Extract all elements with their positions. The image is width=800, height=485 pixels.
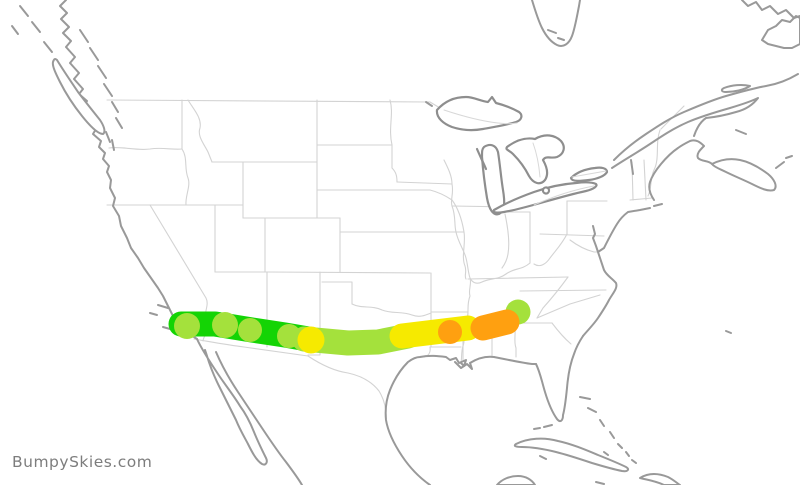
lake-champlain — [630, 159, 634, 175]
coast-gulf-texas-mexico — [384, 354, 467, 485]
border-id-mt — [187, 99, 213, 163]
newfoundland — [761, 15, 800, 49]
coast-baja — [196, 338, 268, 466]
state-borders — [106, 99, 685, 421]
border-wi-west — [443, 159, 454, 207]
border-us-canada-49th — [106, 99, 431, 103]
james-bay-islands — [547, 29, 565, 41]
border-mo-west — [462, 231, 467, 280]
turbulence-route — [168, 299, 531, 356]
border-us-mexico-west — [193, 338, 309, 357]
prince-edward-island — [735, 129, 747, 135]
st-lawrence-north-shore — [613, 73, 799, 161]
border-va-nc — [519, 289, 607, 292]
border-potomac — [569, 239, 599, 253]
lake-michigan — [480, 143, 506, 216]
jamaica — [595, 481, 605, 485]
yucatan-hint — [496, 475, 536, 485]
border-ok-panhandle — [321, 281, 353, 305]
isle-of-youth — [539, 455, 547, 460]
border-wa-or — [108, 147, 183, 150]
route-marker-light_green — [277, 324, 301, 348]
route-marker-orange — [438, 320, 462, 344]
coast-atlantic — [582, 139, 713, 337]
labrador-coast — [741, 0, 800, 19]
puget-sound — [105, 131, 115, 151]
borders-through-lakes — [443, 109, 607, 206]
lake-erie — [492, 181, 598, 214]
lake-superior — [435, 95, 523, 132]
nova-scotia — [711, 158, 777, 192]
border-through-superior — [443, 109, 518, 125]
route-segment-orange — [470, 309, 520, 341]
border-nc-sc — [536, 294, 601, 319]
vancouver-island — [51, 57, 106, 135]
green-bay — [475, 147, 488, 171]
border-ohio-river — [469, 262, 531, 284]
bahamas — [579, 396, 637, 464]
coast-bc-fjords — [79, 29, 123, 129]
border-mn-west — [391, 144, 398, 183]
st-lawrence-south-shore — [611, 97, 759, 169]
cuba — [513, 437, 630, 473]
james-bay — [531, 0, 581, 47]
lake-huron — [505, 134, 565, 185]
lake-st-clair — [541, 186, 551, 195]
border-wv-va — [533, 233, 568, 267]
great-lakes — [435, 95, 609, 216]
border-mn-ia — [396, 181, 453, 185]
border-vt-nh — [643, 159, 647, 201]
border-tn-nc — [536, 276, 569, 319]
border-red-river — [351, 303, 432, 317]
border-through-huron — [532, 142, 541, 178]
border-mississippi-river — [451, 205, 472, 364]
border-il-in — [501, 213, 510, 269]
border-37th-parallel — [266, 271, 431, 274]
border-nd-mn-red-river — [389, 99, 393, 146]
watermark: BumpySkies.com — [12, 453, 153, 471]
coast-mexico-west — [215, 351, 303, 485]
route-marker-yellow — [297, 326, 325, 354]
route-marker-light_green — [238, 318, 262, 342]
border-sd-ne — [316, 189, 465, 233]
hispaniola — [639, 473, 681, 485]
coast-florida — [535, 335, 584, 423]
border-id-west — [181, 148, 190, 206]
border-ga-sc — [551, 322, 572, 345]
coastlines — [11, 0, 800, 485]
border-through-erie — [533, 185, 595, 206]
coast-mississippi-delta — [454, 355, 537, 370]
border-rio-grande — [307, 355, 387, 421]
border-through-ontario — [571, 170, 607, 178]
bermuda — [725, 330, 732, 334]
route-marker-light_green — [174, 313, 200, 339]
channel-islands — [149, 304, 171, 330]
route-marker-light_green — [212, 312, 238, 338]
florida-keys — [533, 424, 553, 430]
coast-bc-islands — [11, 5, 53, 53]
cape-breton — [775, 155, 793, 169]
border-ky-tn-north — [467, 276, 569, 280]
coast-pacific — [59, 0, 198, 340]
lake-of-the-woods — [425, 101, 433, 107]
anticosti-island — [720, 83, 751, 93]
border-ma-north — [629, 197, 653, 201]
